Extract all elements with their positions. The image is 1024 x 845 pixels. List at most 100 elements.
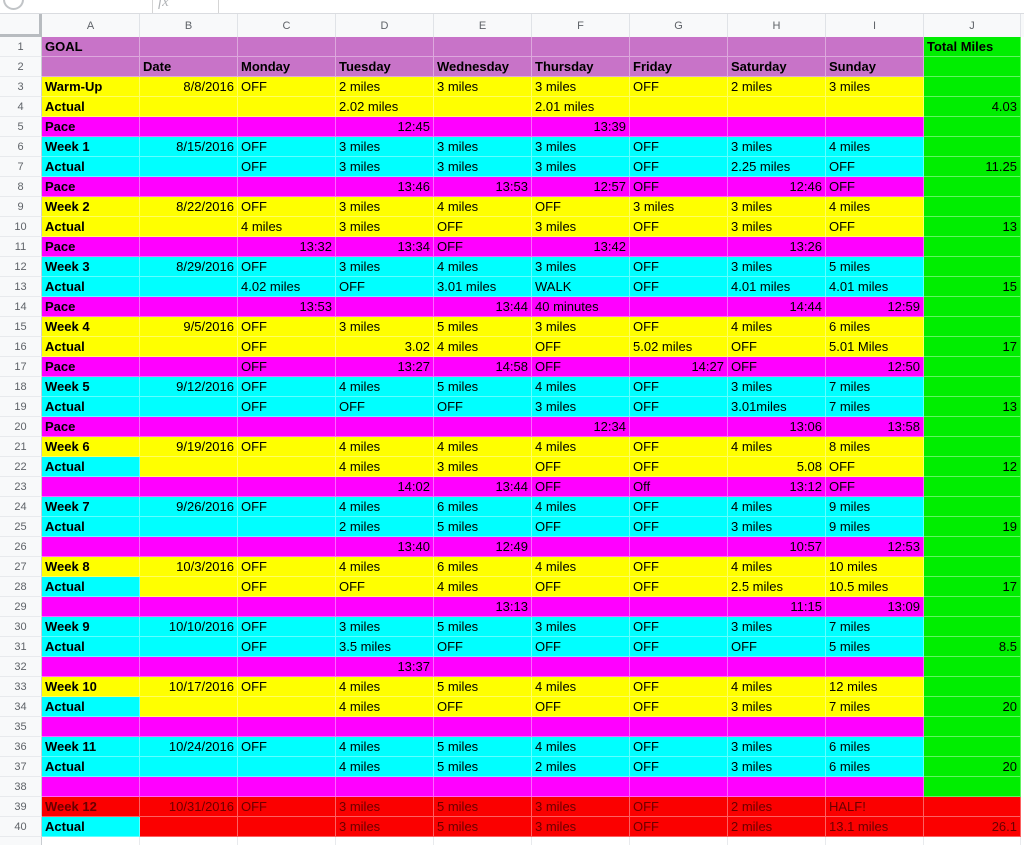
cell-C8[interactable] <box>238 177 336 197</box>
cell-E7[interactable]: 3 miles <box>434 157 532 177</box>
cell-F10[interactable]: 3 miles <box>532 217 630 237</box>
cell-C31[interactable]: OFF <box>238 637 336 657</box>
cell-B24[interactable]: 9/26/2016 <box>140 497 238 517</box>
cell-H25[interactable]: 3 miles <box>728 517 826 537</box>
row-header-16[interactable]: 16 <box>0 337 42 357</box>
cell-G4[interactable] <box>630 97 728 117</box>
cell-H7[interactable]: 2.25 miles <box>728 157 826 177</box>
cell-E3[interactable]: 3 miles <box>434 77 532 97</box>
cell-G9[interactable]: 3 miles <box>630 197 728 217</box>
cell-H2[interactable]: Saturday <box>728 57 826 77</box>
cell-C4[interactable] <box>238 97 336 117</box>
cell-J33[interactable] <box>924 677 1021 697</box>
cell-C14[interactable]: 13:53 <box>238 297 336 317</box>
cell-G14[interactable] <box>630 297 728 317</box>
cell-F40[interactable]: 3 miles <box>532 817 630 837</box>
cell-I5[interactable] <box>826 117 924 137</box>
cell-I29[interactable]: 13:09 <box>826 597 924 617</box>
cell-E21[interactable]: 4 miles <box>434 437 532 457</box>
cell-E11[interactable]: OFF <box>434 237 532 257</box>
cell-H20[interactable]: 13:06 <box>728 417 826 437</box>
cell-G26[interactable] <box>630 537 728 557</box>
row-header-1[interactable]: 1 <box>0 37 42 57</box>
cell-I20[interactable]: 13:58 <box>826 417 924 437</box>
cell-J1[interactable]: Total Miles <box>924 37 1021 57</box>
cell-J32[interactable] <box>924 657 1021 677</box>
cell-H4[interactable] <box>728 97 826 117</box>
cell-B2[interactable]: Date <box>140 57 238 77</box>
cell-B34[interactable] <box>140 697 238 717</box>
cell-E17[interactable]: 14:58 <box>434 357 532 377</box>
cell-H6[interactable]: 3 miles <box>728 137 826 157</box>
cell-B5[interactable] <box>140 117 238 137</box>
cell-F24[interactable]: 4 miles <box>532 497 630 517</box>
row-header-12[interactable]: 12 <box>0 257 42 277</box>
cell-I19[interactable]: 7 miles <box>826 397 924 417</box>
row-header-4[interactable]: 4 <box>0 97 42 117</box>
cell-D1[interactable] <box>336 37 434 57</box>
cell-H19[interactable]: 3.01miles <box>728 397 826 417</box>
cell-C39[interactable]: OFF <box>238 797 336 817</box>
cell-D40[interactable]: 3 miles <box>336 817 434 837</box>
cell-J41[interactable] <box>924 837 1021 845</box>
column-header-C[interactable]: C <box>238 14 336 37</box>
cell-F2[interactable]: Thursday <box>532 57 630 77</box>
cell-J40[interactable]: 26.1 <box>924 817 1021 837</box>
cell-A10[interactable]: Actual <box>42 217 140 237</box>
cell-J29[interactable] <box>924 597 1021 617</box>
cell-C25[interactable] <box>238 517 336 537</box>
cell-G28[interactable]: OFF <box>630 577 728 597</box>
cell-J21[interactable] <box>924 437 1021 457</box>
cell-G30[interactable]: OFF <box>630 617 728 637</box>
cell-D29[interactable] <box>336 597 434 617</box>
cell-F33[interactable]: 4 miles <box>532 677 630 697</box>
cell-A28[interactable]: Actual <box>42 577 140 597</box>
column-header-B[interactable]: B <box>140 14 238 37</box>
cell-D33[interactable]: 4 miles <box>336 677 434 697</box>
cell-I8[interactable]: OFF <box>826 177 924 197</box>
cell-A12[interactable]: Week 3 <box>42 257 140 277</box>
cell-A34[interactable]: Actual <box>42 697 140 717</box>
cell-E24[interactable]: 6 miles <box>434 497 532 517</box>
cell-I15[interactable]: 6 miles <box>826 317 924 337</box>
cell-F26[interactable] <box>532 537 630 557</box>
cell-D37[interactable]: 4 miles <box>336 757 434 777</box>
cell-I25[interactable]: 9 miles <box>826 517 924 537</box>
cell-I22[interactable]: OFF <box>826 457 924 477</box>
cell-H1[interactable] <box>728 37 826 57</box>
cell-C17[interactable]: OFF <box>238 357 336 377</box>
cell-G6[interactable]: OFF <box>630 137 728 157</box>
cell-J3[interactable] <box>924 77 1021 97</box>
cell-B26[interactable] <box>140 537 238 557</box>
cell-E15[interactable]: 5 miles <box>434 317 532 337</box>
cell-C24[interactable]: OFF <box>238 497 336 517</box>
cell-C33[interactable]: OFF <box>238 677 336 697</box>
cell-B22[interactable] <box>140 457 238 477</box>
cell-B13[interactable] <box>140 277 238 297</box>
cell-J11[interactable] <box>924 237 1021 257</box>
cell-E14[interactable]: 13:44 <box>434 297 532 317</box>
cell-H29[interactable]: 11:15 <box>728 597 826 617</box>
cell-G34[interactable]: OFF <box>630 697 728 717</box>
cell-E9[interactable]: 4 miles <box>434 197 532 217</box>
cell-G5[interactable] <box>630 117 728 137</box>
row-header-29[interactable]: 29 <box>0 597 42 617</box>
cell-E18[interactable]: 5 miles <box>434 377 532 397</box>
cell-A19[interactable]: Actual <box>42 397 140 417</box>
cell-D28[interactable]: OFF <box>336 577 434 597</box>
cell-C6[interactable]: OFF <box>238 137 336 157</box>
cell-J20[interactable] <box>924 417 1021 437</box>
cell-H10[interactable]: 3 miles <box>728 217 826 237</box>
cell-G40[interactable]: OFF <box>630 817 728 837</box>
cell-B33[interactable]: 10/17/2016 <box>140 677 238 697</box>
cell-A13[interactable]: Actual <box>42 277 140 297</box>
cell-D22[interactable]: 4 miles <box>336 457 434 477</box>
cell-G41[interactable] <box>630 837 728 845</box>
cell-B41[interactable] <box>140 837 238 845</box>
cell-G27[interactable]: OFF <box>630 557 728 577</box>
cell-I10[interactable]: OFF <box>826 217 924 237</box>
cell-F7[interactable]: 3 miles <box>532 157 630 177</box>
row-header-21[interactable]: 21 <box>0 437 42 457</box>
row-header-17[interactable]: 17 <box>0 357 42 377</box>
cell-H18[interactable]: 3 miles <box>728 377 826 397</box>
